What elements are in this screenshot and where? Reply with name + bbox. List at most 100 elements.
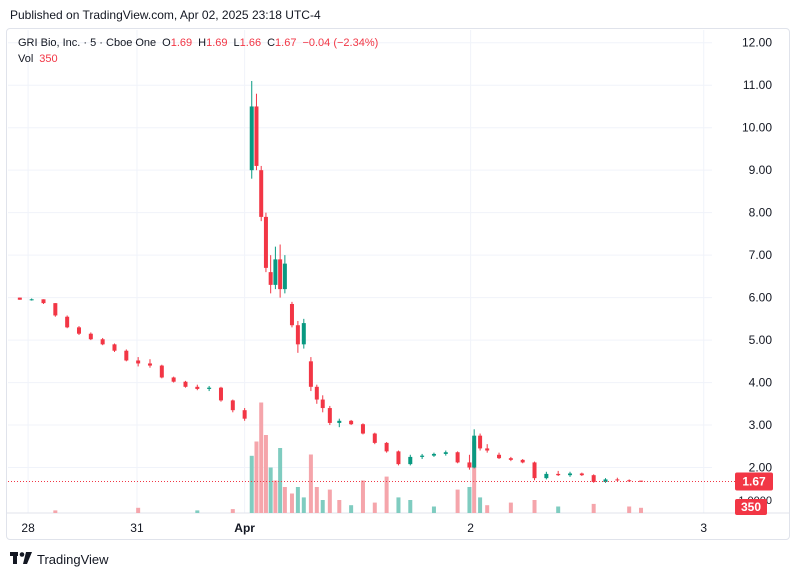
candle-body	[472, 435, 477, 468]
volume-bar	[467, 487, 472, 513]
candle-body	[242, 410, 247, 419]
volume-bar	[360, 480, 365, 513]
volume-bar	[314, 487, 319, 513]
y-tick-label: 7.00	[749, 248, 773, 262]
candle-body	[100, 339, 105, 345]
volume-bar	[485, 505, 490, 513]
close-label: C	[267, 37, 276, 49]
candle-body	[556, 473, 561, 476]
candle-body	[455, 452, 460, 463]
candle-body	[478, 435, 483, 449]
open-value: 1.69	[170, 37, 193, 49]
candle-body	[431, 453, 436, 456]
volume-bar	[337, 500, 342, 513]
volume-bar	[282, 487, 287, 513]
candle-body	[591, 475, 596, 482]
candle-body	[420, 455, 425, 457]
y-tick-label: 12.00	[742, 36, 772, 50]
candle-body	[76, 327, 81, 334]
volume-bar	[295, 487, 300, 513]
volume-bar	[278, 448, 283, 513]
volume-bar	[455, 489, 460, 513]
volume-bar	[508, 502, 513, 513]
candle-body	[443, 452, 448, 454]
x-tick-label: 31	[130, 521, 144, 535]
candle-body	[29, 299, 34, 301]
candle-body	[53, 303, 58, 316]
candle-body	[65, 316, 70, 328]
volume-bar	[289, 493, 294, 513]
volume-tag	[735, 499, 767, 515]
candle-body	[308, 361, 313, 387]
high-value: 1.69	[206, 37, 228, 49]
low-value: 1.66	[239, 37, 262, 49]
change-value: −0.04 (−2.34%)	[302, 37, 379, 49]
candle-body	[579, 473, 584, 476]
candle-body	[320, 399, 325, 409]
volume-bar	[431, 506, 436, 513]
volume-bar	[591, 503, 596, 513]
y-tick-label: 2.00	[749, 461, 773, 475]
candle-body	[396, 451, 401, 465]
tradingview-logo-icon	[10, 552, 32, 567]
last-price-tag	[735, 472, 773, 491]
candle-body	[278, 259, 283, 290]
open-label: O	[162, 37, 171, 49]
candle-body	[259, 170, 264, 217]
candle-body	[282, 263, 287, 290]
candle-body	[615, 479, 620, 481]
volume-bar	[349, 505, 354, 513]
candle-body	[544, 473, 549, 479]
candle-body	[349, 420, 354, 425]
brand-name: TradingView	[37, 552, 109, 567]
volume-bar	[254, 441, 259, 513]
candle-body	[249, 106, 254, 171]
volume-bar	[384, 476, 389, 513]
volume-bar	[627, 506, 632, 513]
y-tick-label: 9.00	[749, 163, 773, 177]
candle-body	[467, 462, 472, 468]
low-label: L	[233, 37, 240, 49]
volume-value: 350	[39, 53, 58, 65]
volume-bar	[396, 497, 401, 513]
candle-body	[171, 377, 176, 382]
y-tick-label: 8.00	[749, 206, 773, 220]
volume-tag-label: 350	[741, 500, 761, 514]
candle-body	[230, 400, 235, 411]
candle-body	[384, 442, 389, 452]
volume-bar	[230, 509, 235, 513]
volume-bar	[195, 510, 200, 513]
candle-body	[289, 303, 294, 326]
volume-bar	[263, 435, 268, 513]
candle-body	[408, 456, 413, 465]
candle-body	[337, 420, 342, 423]
chart-legend: GRI Bio, Inc. · 5 · Cboe One O1.69 H1.69…	[18, 35, 378, 67]
candle-body	[314, 386, 319, 400]
y-tick-label: 10.00	[742, 121, 772, 135]
tradingview-brand[interactable]: TradingView	[10, 552, 109, 567]
volume-bar	[532, 500, 537, 513]
last-price-tag-label: 1.67	[742, 475, 766, 489]
volume-bar	[320, 500, 325, 513]
volume-bar	[268, 467, 273, 513]
volume-bar	[308, 454, 313, 513]
candle-body	[263, 216, 268, 268]
candle-body	[532, 462, 537, 479]
candle-body	[207, 387, 212, 389]
x-tick-label: 2	[467, 521, 474, 535]
candle-body	[17, 297, 22, 300]
candle-body	[497, 454, 502, 459]
candle-body	[41, 299, 46, 304]
candle-body	[295, 325, 300, 345]
candle-body	[124, 350, 129, 361]
x-tick-label: 3	[700, 521, 707, 535]
volume-bar	[372, 502, 377, 513]
candle-body	[372, 433, 377, 443]
volume-bar	[136, 507, 141, 513]
volume-bar	[301, 497, 306, 513]
y-tick-label: 4.00	[749, 376, 773, 390]
volume-bar	[259, 402, 264, 513]
volume-bar	[478, 497, 483, 513]
candle-body	[147, 363, 152, 366]
